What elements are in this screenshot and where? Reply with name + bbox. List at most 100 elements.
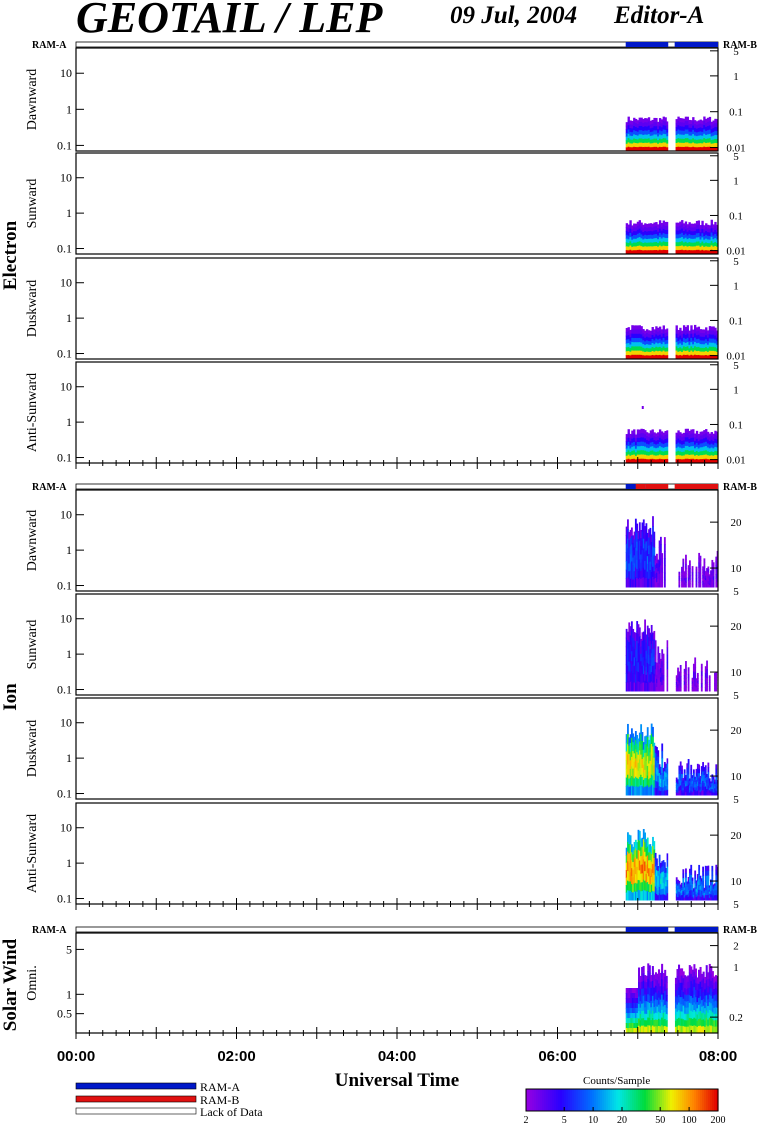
spectrum-cell — [629, 760, 632, 770]
y-tick-label: 0.1 — [57, 892, 72, 906]
spectrum-cell — [629, 135, 632, 141]
y2-tick-label: 1 — [733, 71, 739, 83]
spectrum-cell — [633, 354, 636, 360]
spectrum-cell — [651, 1025, 654, 1034]
spectrum-cell — [633, 246, 636, 251]
spectrum-cell — [642, 454, 645, 460]
spectrum-cell — [655, 230, 658, 235]
spectrum-cell — [630, 998, 633, 1004]
spectrum-cell — [658, 441, 662, 447]
spectrum-cell — [681, 126, 684, 132]
spectrum-cell — [642, 548, 645, 559]
spectrum-cell — [703, 239, 706, 244]
spectrum-cell — [698, 997, 701, 1006]
spectrum-cell — [658, 454, 662, 460]
spectrum-cell — [688, 564, 691, 569]
spectrum-cell — [633, 648, 636, 658]
spectrum-cell — [706, 443, 710, 448]
spectrum-cell — [648, 646, 650, 656]
spectrum-cell — [650, 743, 653, 755]
spectrum-cell — [687, 774, 690, 781]
y-tick-label: 5 — [66, 942, 72, 956]
spectrum-cell — [658, 224, 662, 230]
spectrum-cell — [659, 999, 662, 1007]
spectrum-cell — [640, 138, 643, 144]
spectrum-cell — [663, 771, 666, 777]
spectrum-cell — [688, 344, 691, 349]
spectrum-cell — [708, 342, 712, 348]
spectrum-cell — [627, 993, 630, 999]
spectrum-cell — [651, 980, 654, 989]
spectrum-cell — [632, 655, 635, 665]
spectrum-cell — [666, 763, 669, 770]
spectrum-cell — [665, 982, 668, 990]
spectrum-cell — [690, 437, 693, 443]
spectrum-cell — [695, 678, 698, 681]
spectrum-cell — [636, 559, 639, 570]
spectrum-cell — [712, 776, 715, 780]
spectrum-cell — [625, 1003, 628, 1009]
spectrum-cell — [706, 333, 710, 339]
colorbar-cell — [598, 1089, 601, 1111]
spectrum-cell — [660, 340, 664, 345]
spectrum-cell — [690, 433, 693, 439]
spectrum-cell — [710, 435, 713, 441]
spectrum-cell — [658, 228, 662, 234]
spectrum-cell — [692, 121, 695, 127]
spectrum-cell — [637, 633, 640, 644]
spectrum-cell — [687, 1020, 690, 1028]
spectrum-cell — [708, 146, 712, 152]
spectrum-cell — [632, 742, 635, 752]
spectrum-cell — [698, 1018, 701, 1027]
spectrum-cell — [653, 443, 656, 449]
spectrum-cell — [714, 672, 716, 676]
spectrum-cell — [633, 325, 636, 331]
spectrum-cell — [642, 246, 645, 251]
spectrum-cell — [691, 575, 694, 579]
spectrum-cell — [681, 569, 683, 574]
spectrum-cell — [698, 894, 701, 901]
spectrum-cell — [636, 354, 640, 360]
spectrum-cell — [642, 332, 645, 338]
spectrum-cell — [688, 972, 691, 981]
spectrum-cell — [633, 121, 636, 127]
spectrum-cell — [634, 740, 637, 750]
colorbar-tick-label: 20 — [617, 1115, 627, 1126]
spectrum-cell — [694, 143, 697, 148]
spectrum-cell — [703, 574, 706, 580]
spectrum-cell — [658, 969, 661, 977]
spectrum-cell — [645, 577, 648, 588]
spectrum-cell — [644, 430, 647, 435]
spectrum-cell — [651, 351, 654, 356]
spectrum-cell — [675, 325, 678, 331]
spectrum-cell — [666, 143, 669, 148]
spectrum-cell — [714, 892, 716, 896]
spectrum-cell — [640, 653, 643, 662]
spectrum-cell — [630, 631, 633, 642]
spectrum-cell — [682, 780, 685, 784]
spectrum-cell — [657, 443, 660, 449]
spectrum-cell — [644, 769, 646, 779]
spectrum-cell — [695, 237, 699, 243]
spectrum-cell — [684, 1020, 687, 1028]
colorbar-tick-label: 2 — [524, 1115, 529, 1126]
spectrum-cell — [681, 451, 684, 457]
spectrum-cell — [695, 897, 698, 901]
spectrum-cell — [658, 573, 661, 581]
spectrum-cell — [659, 790, 662, 796]
spectrum-cell — [710, 354, 713, 360]
colorbar-cell — [710, 1089, 713, 1111]
spectrum-cell — [679, 221, 682, 227]
spectrum-cell — [660, 329, 664, 334]
spectrum-cell — [710, 1025, 713, 1034]
spectrum-cell — [703, 442, 706, 448]
spectrum-cell — [677, 882, 679, 887]
spectrum-cell — [706, 451, 710, 456]
spectrum-cell — [653, 436, 656, 441]
spectrum-cell — [644, 851, 646, 862]
spectrum-cell — [710, 980, 713, 989]
spectrum-cell — [634, 998, 637, 1004]
spectrum-cell — [684, 221, 688, 227]
spectrum-cell — [636, 875, 639, 884]
spectrum-cell — [662, 451, 665, 456]
